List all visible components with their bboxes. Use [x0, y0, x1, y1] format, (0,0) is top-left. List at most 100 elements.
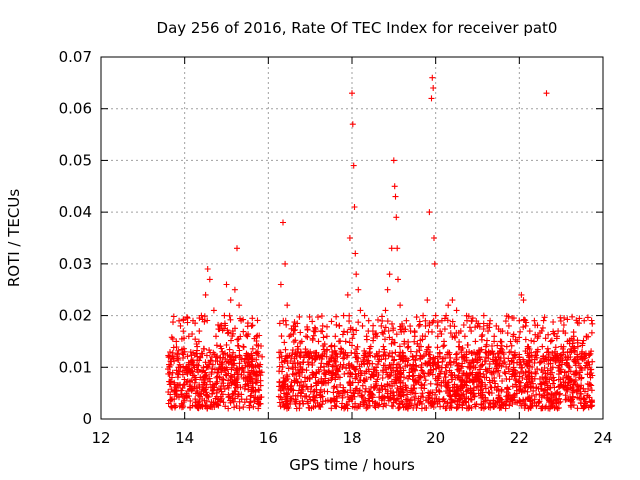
band-point: [237, 384, 244, 391]
band-point: [559, 357, 566, 364]
band-point: [419, 400, 425, 407]
band-point: [486, 390, 493, 397]
data-point: [449, 297, 456, 304]
data-point: [300, 353, 307, 360]
band-point: [229, 361, 236, 368]
data-point: [436, 353, 443, 360]
band-point: [187, 349, 194, 355]
data-point: [574, 343, 581, 350]
band-point: [214, 358, 221, 365]
band-point: [240, 369, 247, 376]
band-point: [249, 322, 256, 329]
data-point: [350, 162, 357, 169]
band-point: [408, 385, 415, 392]
band-point: [407, 348, 414, 355]
band-point: [464, 387, 471, 394]
band-point: [451, 381, 458, 388]
data-point: [497, 338, 504, 345]
band-point: [209, 381, 216, 388]
data-point: [572, 359, 579, 366]
band-point: [278, 333, 285, 340]
band-point: [350, 331, 357, 338]
band-point: [333, 371, 340, 378]
band-point: [411, 393, 418, 400]
band-point: [276, 354, 283, 361]
band-point: [526, 394, 533, 401]
band-point: [425, 370, 432, 377]
band-point: [339, 400, 346, 407]
band-point: [297, 349, 304, 356]
data-point: [474, 322, 481, 329]
band-point: [349, 326, 356, 333]
band-point: [187, 397, 194, 404]
band-point: [309, 318, 316, 325]
data-point: [190, 317, 196, 324]
data-point: [303, 333, 309, 340]
data-point: [202, 291, 209, 298]
band-point: [528, 370, 535, 377]
band-point: [310, 388, 317, 395]
data-point: [294, 343, 301, 350]
y-tick-label: 0: [82, 410, 92, 428]
band-point: [386, 373, 393, 380]
band-point: [236, 360, 243, 367]
band-point: [446, 349, 453, 356]
band-point: [564, 316, 571, 323]
band-point: [406, 400, 413, 407]
band-point: [389, 392, 396, 399]
band-point: [278, 359, 285, 366]
band-point: [588, 329, 595, 336]
band-point: [449, 372, 456, 378]
data-point: [418, 343, 424, 350]
band-point: [194, 366, 201, 373]
x-tick-label: 24: [593, 429, 612, 447]
band-point: [275, 393, 282, 400]
band-point: [571, 344, 578, 351]
band-point: [416, 374, 423, 381]
band-point: [588, 403, 595, 410]
band-point: [224, 327, 231, 334]
data-point: [399, 322, 406, 329]
data-point: [393, 214, 400, 221]
band-point: [384, 318, 391, 325]
band-point: [343, 402, 350, 409]
band-point: [384, 382, 391, 389]
band-point: [427, 389, 434, 396]
data-point: [321, 348, 328, 355]
band-point: [388, 369, 395, 376]
y-tick-label: 0.05: [59, 151, 92, 169]
y-tick-label: 0.07: [59, 48, 92, 66]
band-point: [510, 392, 517, 399]
data-point: [405, 343, 412, 350]
band-point: [254, 317, 261, 324]
band-point: [537, 329, 543, 336]
band-point: [382, 324, 389, 331]
band-point: [546, 385, 553, 391]
data-point: [537, 359, 544, 366]
band-point: [538, 405, 545, 412]
band-point: [402, 382, 409, 389]
band-point: [291, 398, 298, 405]
data-point: [319, 322, 326, 329]
band-point: [469, 369, 476, 376]
band-point: [503, 312, 510, 319]
band-point: [483, 374, 490, 381]
band-point: [423, 405, 430, 411]
band-point: [397, 383, 404, 390]
data-point: [175, 364, 182, 371]
band-point: [380, 330, 387, 337]
band-point: [465, 405, 472, 412]
band-point: [429, 319, 436, 326]
band-point: [402, 396, 409, 403]
band-point: [245, 386, 252, 393]
band-point: [230, 398, 237, 405]
band-point: [394, 361, 401, 368]
band-point: [167, 349, 173, 355]
band-point: [351, 366, 358, 373]
data-point: [380, 343, 387, 350]
band-point: [368, 383, 375, 390]
band-point: [378, 382, 385, 389]
data-point: [173, 338, 180, 345]
data-point: [394, 245, 401, 252]
band-point: [529, 364, 536, 370]
